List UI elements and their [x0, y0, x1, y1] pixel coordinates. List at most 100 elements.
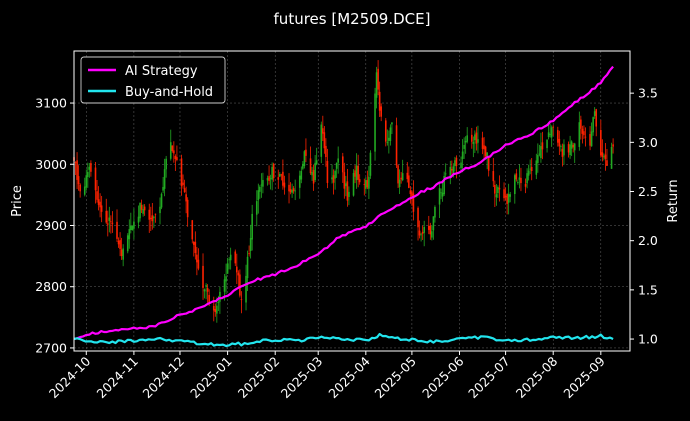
candle-body	[271, 166, 273, 180]
candle-body	[205, 285, 207, 287]
candle-body	[186, 199, 189, 218]
candle-body	[378, 91, 381, 111]
candle-body	[421, 231, 424, 234]
candle-body	[163, 169, 166, 189]
y-tick-label: 2900	[35, 218, 67, 233]
candle-body	[142, 209, 144, 214]
candle-body	[418, 230, 421, 236]
candle-body	[474, 134, 476, 141]
y-tick-label: 2700	[35, 340, 67, 355]
candle-body	[492, 171, 495, 182]
candle-body	[255, 201, 258, 215]
candle-body	[303, 151, 306, 167]
candle-body	[368, 176, 370, 189]
candle-body	[593, 111, 596, 116]
candle-body	[363, 184, 366, 185]
y2-axis-label: Return	[666, 179, 681, 222]
candle-body	[126, 235, 129, 252]
legend-box	[80, 56, 226, 104]
candle-body	[592, 117, 594, 133]
candle-body	[526, 173, 528, 184]
candle-body	[266, 177, 269, 181]
candle-body	[561, 148, 564, 157]
candle-body	[343, 172, 346, 189]
candle-body	[398, 179, 401, 188]
candle-body	[325, 145, 327, 158]
candle-body	[119, 240, 121, 249]
candle-body	[374, 93, 376, 152]
candle-body	[520, 177, 522, 184]
candle-body	[151, 215, 154, 222]
candle-body	[451, 168, 453, 171]
candle-body	[76, 160, 78, 180]
candle-body	[219, 291, 221, 302]
candle-body	[283, 182, 286, 188]
candle-body	[408, 175, 410, 188]
candle-body	[130, 225, 132, 231]
candle-body	[600, 130, 602, 156]
candle-body	[185, 194, 187, 202]
candle-body	[527, 170, 530, 176]
candle-body	[572, 144, 574, 148]
candle-body	[240, 299, 243, 301]
candle-body	[440, 192, 442, 194]
candle-body	[305, 149, 307, 156]
candle-body	[110, 221, 112, 223]
candle-body	[309, 158, 312, 174]
candle-body	[449, 166, 452, 177]
candle-body	[191, 220, 194, 240]
candle-body	[386, 142, 389, 144]
candle-body	[495, 194, 498, 198]
candle-body	[538, 153, 541, 155]
candle-body	[111, 222, 114, 224]
candle-body	[472, 142, 475, 144]
candle-body	[391, 122, 393, 125]
y-tick-label: 3000	[35, 157, 67, 172]
candle-body	[216, 305, 218, 314]
candle-body	[259, 186, 261, 192]
candle-body	[603, 156, 605, 158]
candle-body	[518, 177, 521, 180]
candle-body	[96, 191, 98, 200]
candle-body	[173, 150, 175, 154]
candle-body	[354, 170, 356, 177]
candle-body	[160, 193, 163, 208]
candle-body	[154, 213, 157, 215]
candle-body	[444, 173, 447, 175]
candle-body	[454, 160, 456, 167]
candle-body	[202, 265, 204, 288]
chart-title: futures [M2509.DCE]	[274, 10, 431, 28]
candle-body	[176, 157, 178, 161]
candle-body	[272, 163, 275, 179]
candle-body	[334, 170, 336, 179]
legend-label-ai-strategy: AI Strategy	[125, 64, 198, 79]
candle-body	[589, 134, 591, 146]
candle-body	[486, 152, 488, 158]
candle-body	[153, 216, 155, 219]
candle-body	[337, 158, 339, 163]
y2-tick-label: 1.5	[638, 282, 658, 297]
candle-body	[348, 191, 350, 197]
candle-body	[481, 137, 484, 149]
candle-body	[277, 177, 280, 180]
candle-body	[540, 146, 542, 159]
candle-body	[484, 146, 487, 157]
candle-body	[246, 256, 249, 279]
series-line-buy-and-hold	[73, 332, 614, 348]
candle-body	[323, 132, 326, 149]
candle-body	[400, 177, 402, 180]
candle-body	[524, 184, 527, 187]
candle-body	[550, 127, 553, 138]
candle-body	[503, 189, 505, 199]
candle-body	[248, 253, 250, 255]
candle-body	[87, 171, 89, 177]
candle-body	[180, 158, 183, 187]
candle-body	[584, 136, 587, 138]
candle-body	[194, 241, 197, 254]
candle-body	[245, 275, 247, 303]
candle-body	[547, 132, 550, 137]
candle-body	[384, 120, 387, 142]
candle-body	[174, 156, 177, 160]
candle-body	[139, 202, 141, 219]
candle-body	[94, 167, 97, 191]
